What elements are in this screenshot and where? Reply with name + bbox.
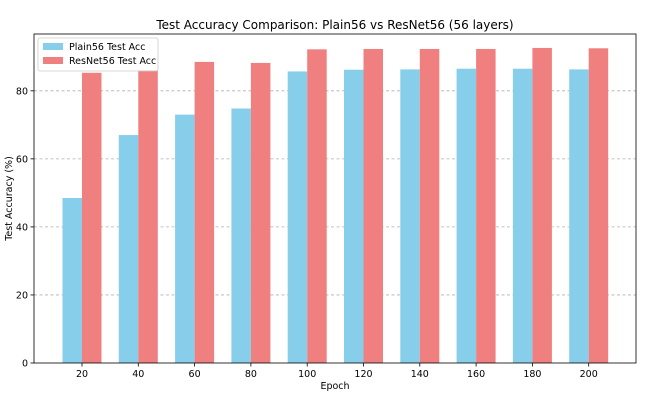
- y-axis: 0 20 40 60 80: [16, 86, 34, 370]
- x-tick-label: 80: [245, 369, 257, 380]
- x-tick-label: 180: [523, 369, 541, 380]
- bar-plain56: [62, 197, 82, 363]
- bar-plain56: [400, 69, 420, 363]
- bars: [62, 47, 609, 364]
- x-tick-label: 100: [298, 369, 316, 380]
- bar-resnet56: [138, 70, 158, 363]
- y-axis-label: Test Accuracy (%): [4, 156, 15, 242]
- y-tick-label: 0: [22, 359, 28, 370]
- bar-plain56: [456, 68, 477, 363]
- bar-resnet56: [419, 48, 440, 364]
- x-tick-label: 60: [189, 369, 201, 380]
- legend-label-resnet56: ResNet56 Test Acc: [69, 56, 156, 67]
- x-tick-label: 20: [76, 369, 88, 380]
- legend-swatch-plain56: [43, 43, 63, 50]
- bar-plain56: [287, 71, 308, 364]
- y-tick-label: 60: [16, 154, 28, 165]
- bar-plain56: [512, 68, 533, 363]
- legend-swatch-resnet56: [43, 57, 63, 64]
- x-axis-label: Epoch: [320, 381, 349, 392]
- bar-resnet56: [532, 47, 552, 363]
- bar-plain56: [569, 69, 589, 363]
- bar-plain56: [231, 108, 251, 363]
- bar-resnet56: [250, 62, 271, 363]
- bar-resnet56: [82, 72, 102, 363]
- x-tick-label: 140: [411, 369, 429, 380]
- y-tick-label: 40: [16, 222, 28, 233]
- x-axis: 20 40 60 80 100 120 140 160 180 200: [76, 363, 598, 380]
- bar-plain56: [118, 135, 139, 363]
- bar-resnet56: [194, 61, 215, 364]
- legend: Plain56 Test Acc ResNet56 Test Acc: [37, 37, 159, 72]
- legend-label-plain56: Plain56 Test Acc: [69, 42, 145, 53]
- bar-resnet56: [588, 48, 609, 364]
- y-tick-label: 20: [16, 290, 28, 301]
- bar-resnet56: [363, 48, 383, 364]
- bar-plain56: [344, 69, 364, 364]
- legend-box: [37, 37, 159, 72]
- x-tick-label: 200: [580, 369, 598, 380]
- bar-resnet56: [476, 48, 496, 364]
- bar-plain56: [175, 114, 195, 364]
- x-tick-label: 120: [354, 369, 372, 380]
- y-tick-label: 80: [16, 86, 28, 97]
- bar-resnet56: [307, 49, 327, 363]
- x-tick-label: 160: [467, 369, 485, 380]
- x-tick-label: 40: [132, 369, 144, 380]
- plot-frame: [33, 33, 637, 364]
- chart-title: Test Accuracy Comparison: Plain56 vs Res…: [155, 18, 513, 32]
